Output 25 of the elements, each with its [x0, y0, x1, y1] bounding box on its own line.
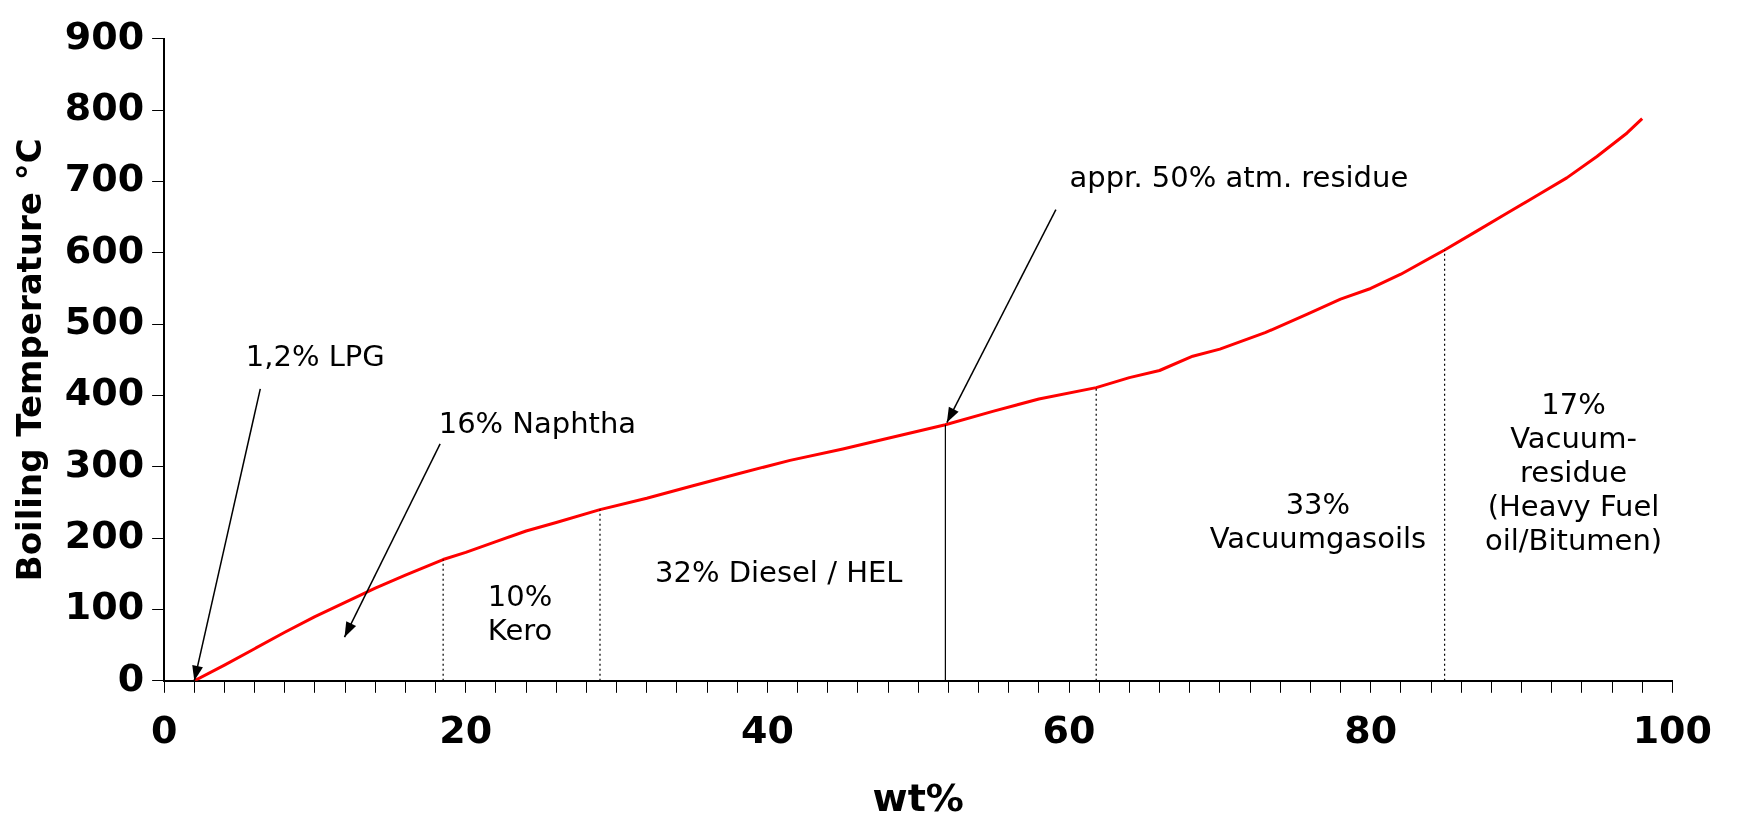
annotation: 33% Vacuumgasoils — [1209, 487, 1427, 556]
y-tick-label: 900 — [64, 13, 145, 58]
y-tick-label: 100 — [64, 584, 145, 629]
annotation: 17% Vacuum- residue (Heavy Fuel oil/Bitumen) — [1484, 386, 1663, 557]
x-tick-label: 40 — [740, 708, 794, 753]
y-tick-label: 400 — [64, 370, 145, 415]
y-tick-label: 200 — [64, 513, 145, 558]
y-tick-label: 0 — [117, 655, 145, 700]
annotation: 32% Diesel / HEL — [655, 554, 903, 589]
y-tick-label: 500 — [64, 299, 145, 344]
x-tick-label: 100 — [1632, 708, 1712, 753]
y-tick-label: 700 — [64, 156, 145, 201]
x-axis-title: wt% — [872, 776, 964, 821]
y-axis-title: Boiling Temperature °C — [9, 138, 50, 582]
y-tick-label: 300 — [64, 441, 145, 486]
y-tick-label: 600 — [64, 227, 145, 272]
annotation: 10% Kero — [487, 578, 553, 647]
x-tick-label: 20 — [439, 708, 493, 753]
x-tick-label: 80 — [1344, 708, 1398, 753]
y-tick-label: 800 — [64, 85, 145, 130]
annotation: appr. 50% atm. residue — [1069, 160, 1409, 195]
annotation: 1,2% LPG — [245, 339, 385, 374]
x-tick-label: 60 — [1042, 708, 1096, 753]
x-tick-label: 0 — [150, 708, 178, 753]
annotation: 16% Naphtha — [438, 405, 637, 440]
